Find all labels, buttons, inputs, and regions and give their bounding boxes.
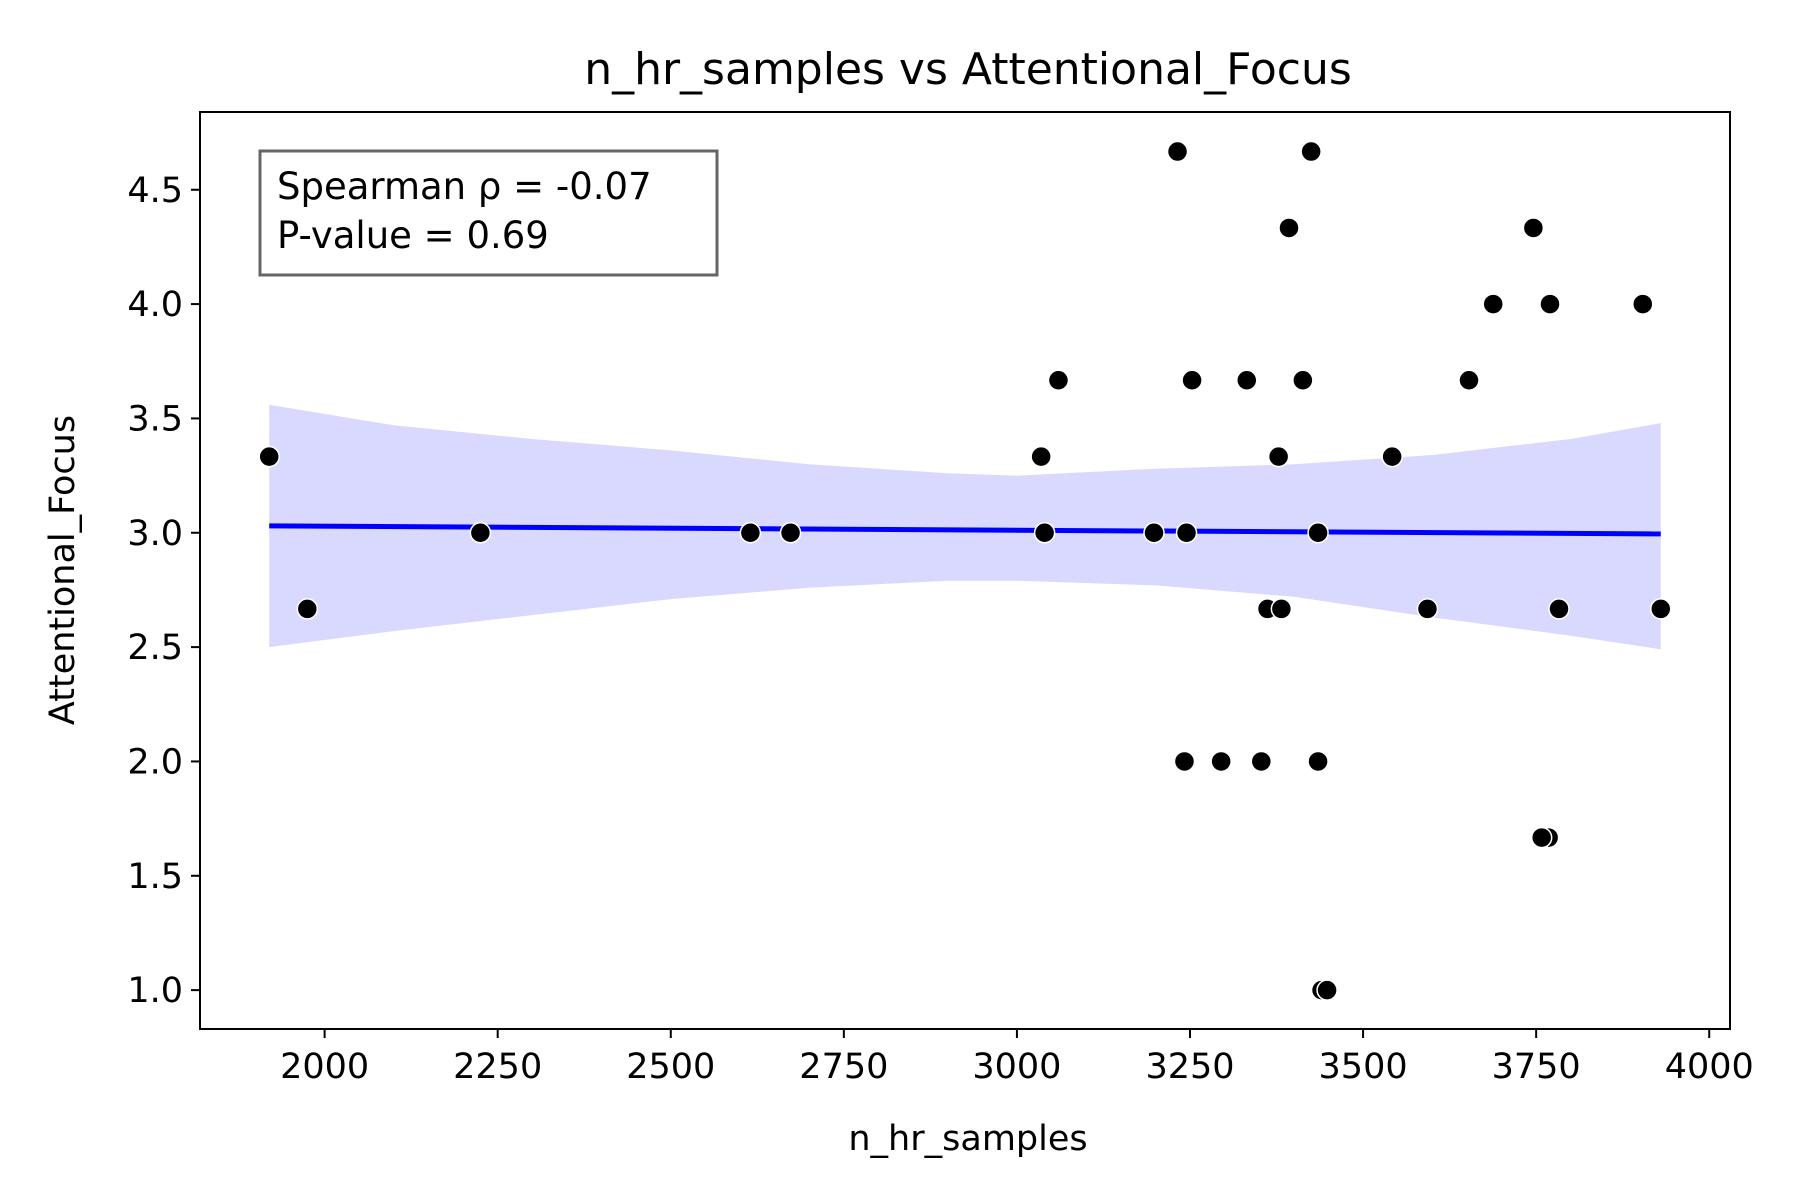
y-tick-label: 4.5 — [127, 171, 183, 211]
x-tick-label: 3000 — [972, 1047, 1061, 1087]
y-tick-label: 3.5 — [127, 399, 183, 439]
data-point — [1143, 522, 1165, 544]
data-point — [1181, 369, 1203, 391]
data-point — [1458, 369, 1480, 391]
data-point — [1047, 369, 1070, 391]
x-axis: 2000 2250 2500 2750 3000 3250 3500 3750 4000 — [280, 1029, 1754, 1087]
y-tick-label: 4.0 — [127, 285, 183, 325]
data-point — [1650, 598, 1672, 620]
y-tick-label: 2.0 — [127, 742, 183, 782]
data-point — [1166, 140, 1189, 163]
data-point — [1267, 445, 1290, 468]
data-point — [1307, 750, 1329, 773]
confidence-band-layer — [269, 404, 1661, 650]
x-tick-label: 2500 — [626, 1047, 715, 1087]
data-point — [296, 598, 319, 620]
data-point — [1316, 979, 1338, 1001]
data-point — [1236, 369, 1258, 391]
data-point — [1033, 522, 1056, 544]
data-point — [1482, 293, 1504, 315]
data-point — [1030, 445, 1052, 468]
data-point — [1175, 522, 1198, 544]
x-axis-title: n_hr_samples — [848, 1119, 1087, 1159]
x-tick-label: 2250 — [453, 1047, 542, 1087]
y-tick-label: 2.5 — [127, 628, 183, 668]
x-tick-label: 3750 — [1492, 1047, 1581, 1087]
x-tick-label: 2750 — [799, 1047, 888, 1087]
data-point — [1416, 598, 1439, 620]
stats-annotation: Spearman ρ = -0.07 P-value = 0.69 — [258, 149, 719, 277]
data-point — [779, 522, 802, 544]
regression-line — [269, 523, 1661, 537]
x-tick-label: 2000 — [280, 1047, 369, 1087]
x-tick-label: 3250 — [1145, 1047, 1234, 1087]
y-axis-title: Attentional_Focus — [43, 415, 83, 725]
data-point — [469, 522, 492, 544]
y-axis: 1.0 1.5 2.0 2.5 3.0 3.5 4.0 4.5 — [127, 171, 200, 1011]
data-point — [1278, 217, 1300, 239]
spearman-rho-label: Spearman ρ = -0.07 — [277, 165, 652, 208]
data-point — [1292, 369, 1314, 391]
y-tick-label: 3.0 — [127, 514, 183, 554]
data-point — [1210, 750, 1232, 773]
data-point — [1539, 293, 1561, 315]
stats-annotation-box — [258, 149, 719, 277]
data-point — [1522, 217, 1545, 239]
confidence-band — [269, 404, 1661, 650]
data-point — [1548, 598, 1570, 620]
data-point — [1307, 522, 1329, 544]
data-point — [1173, 750, 1196, 773]
points-layer — [258, 140, 1672, 1001]
data-point — [1250, 750, 1273, 773]
chart-title: n_hr_samples vs Attentional_Focus — [584, 44, 1352, 95]
p-value-label: P-value = 0.69 — [277, 214, 549, 257]
data-point — [1530, 826, 1553, 849]
data-point — [1270, 598, 1293, 620]
data-point — [258, 445, 280, 468]
x-tick-label: 4000 — [1665, 1047, 1754, 1087]
x-tick-label: 3500 — [1319, 1047, 1408, 1087]
regression-line-layer — [269, 523, 1661, 537]
y-tick-label: 1.0 — [127, 971, 183, 1011]
data-point — [1632, 293, 1654, 315]
data-point — [1300, 140, 1322, 163]
y-tick-label: 1.5 — [127, 857, 183, 897]
data-point — [1381, 445, 1403, 468]
plot-frame — [199, 111, 1731, 1030]
data-point — [739, 522, 762, 544]
